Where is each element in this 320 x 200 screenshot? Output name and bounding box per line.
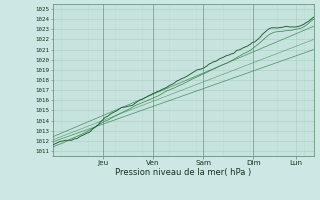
X-axis label: Pression niveau de la mer( hPa ): Pression niveau de la mer( hPa ) [115, 168, 251, 177]
